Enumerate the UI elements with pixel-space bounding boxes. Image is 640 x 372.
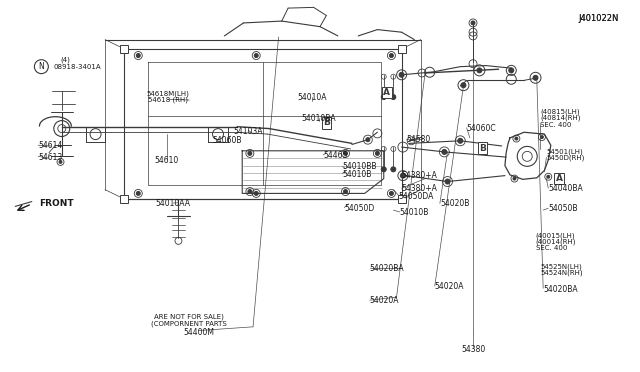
Circle shape [533, 75, 538, 80]
FancyBboxPatch shape [120, 195, 128, 203]
Circle shape [248, 190, 252, 193]
Text: 54613: 54613 [38, 153, 63, 161]
Circle shape [540, 135, 543, 139]
Text: 54010AA: 54010AA [156, 199, 191, 208]
Text: 54020B: 54020B [440, 199, 469, 208]
Circle shape [344, 190, 348, 193]
Circle shape [254, 54, 258, 58]
Text: 54060B: 54060B [212, 136, 243, 145]
Circle shape [389, 192, 394, 195]
Circle shape [509, 68, 514, 73]
Circle shape [389, 54, 394, 58]
Circle shape [59, 160, 62, 163]
Text: 54020BA: 54020BA [543, 285, 578, 294]
Text: 54103A: 54103A [234, 126, 263, 136]
Circle shape [381, 167, 387, 172]
Text: 54525N(LH): 54525N(LH) [540, 263, 582, 270]
FancyBboxPatch shape [397, 45, 406, 53]
Circle shape [515, 137, 518, 140]
Circle shape [513, 177, 516, 180]
Circle shape [248, 151, 252, 155]
Text: 54618M(LH): 54618M(LH) [147, 90, 189, 97]
Text: 54501(LH): 54501(LH) [547, 149, 583, 155]
Text: B: B [323, 119, 330, 128]
Text: 54050D: 54050D [344, 204, 374, 213]
Circle shape [471, 21, 475, 25]
Text: 5450D(RH): 5450D(RH) [547, 155, 585, 161]
Text: A: A [556, 174, 563, 183]
Text: (4): (4) [60, 56, 70, 62]
Text: (40814(RH): (40814(RH) [540, 115, 580, 121]
Text: (40014(RH): (40014(RH) [536, 238, 576, 245]
Text: 54060C: 54060C [467, 124, 496, 133]
Text: 08918-3401A: 08918-3401A [54, 64, 101, 70]
Text: 54010B: 54010B [400, 208, 429, 217]
Text: FRONT: FRONT [40, 199, 74, 208]
Text: SEC. 400: SEC. 400 [540, 122, 572, 128]
Text: 54020BA: 54020BA [370, 264, 404, 273]
Circle shape [477, 68, 482, 73]
Text: 54400M: 54400M [183, 328, 214, 337]
Text: 54020A: 54020A [370, 296, 399, 305]
Text: 54380: 54380 [461, 344, 485, 353]
Text: 54524N(RH): 54524N(RH) [540, 270, 582, 276]
Text: 54580: 54580 [406, 135, 430, 144]
Circle shape [442, 150, 447, 154]
Text: 54050B: 54050B [548, 205, 578, 214]
Text: 54040BA: 54040BA [548, 185, 583, 193]
Text: 54050DA: 54050DA [399, 192, 434, 201]
Circle shape [136, 54, 140, 58]
Circle shape [461, 83, 466, 88]
Circle shape [458, 138, 463, 143]
Text: A: A [383, 88, 390, 97]
Text: B: B [479, 144, 486, 153]
Text: SEC. 400: SEC. 400 [536, 245, 567, 251]
Circle shape [376, 151, 380, 155]
Circle shape [136, 192, 140, 195]
Circle shape [344, 151, 348, 155]
Text: 54010BA: 54010BA [301, 114, 336, 123]
Circle shape [547, 175, 550, 178]
Circle shape [366, 138, 370, 142]
Text: ARE NOT FOR SALE): ARE NOT FOR SALE) [154, 313, 224, 320]
Text: 54380+A: 54380+A [402, 171, 438, 180]
Text: 54020A: 54020A [435, 282, 464, 291]
Text: (40015(LH): (40015(LH) [536, 232, 575, 238]
Circle shape [401, 173, 405, 178]
Text: 54010B: 54010B [342, 170, 372, 179]
Text: 54610: 54610 [155, 156, 179, 165]
Circle shape [254, 192, 258, 195]
Text: 54010A: 54010A [298, 93, 327, 102]
Text: J401022N: J401022N [578, 14, 618, 23]
Text: 54010BB: 54010BB [342, 162, 377, 171]
Text: J401022N: J401022N [578, 14, 618, 23]
Text: 54380+A: 54380+A [402, 185, 438, 193]
Circle shape [445, 179, 450, 184]
Text: (COMPORNENT PARTS: (COMPORNENT PARTS [152, 321, 227, 327]
Circle shape [391, 167, 396, 172]
Text: 54465: 54465 [323, 151, 348, 160]
Text: (40815(LH): (40815(LH) [540, 109, 580, 115]
FancyBboxPatch shape [120, 45, 128, 53]
Text: N: N [38, 62, 44, 71]
Text: 54618 (RH): 54618 (RH) [148, 97, 188, 103]
Circle shape [381, 94, 387, 100]
Text: 54614: 54614 [38, 141, 63, 150]
Circle shape [399, 72, 404, 77]
FancyBboxPatch shape [397, 195, 406, 203]
Circle shape [391, 94, 396, 100]
